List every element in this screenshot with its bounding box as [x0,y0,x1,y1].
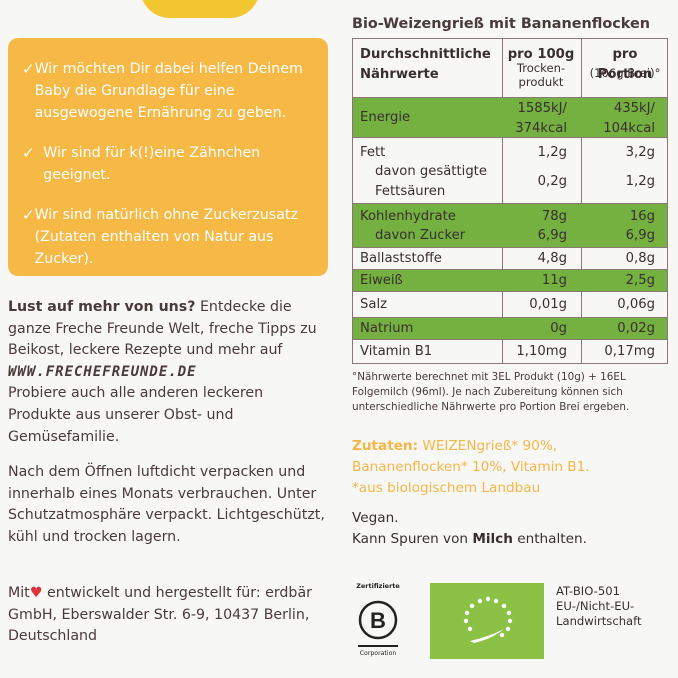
eu-leaf-icon [430,583,544,659]
table-row-energy: Energie 1585kJ/374kcal 435kJ/104kcal [353,97,667,137]
header-per-100g-sub: Trocken-produkt [505,61,577,89]
allergen-pre: Kann Spuren von [352,531,468,547]
nutrition-table: Durchschnittliche Nährwerte pro 100g Troc… [352,38,668,364]
carbs-per-100g: 78g [542,207,567,227]
eu-organic-text: AT-BIO-501 EU-/Nicht-EU- Landwirtschaft [556,584,676,629]
row-label: Natrium [360,319,413,339]
eu-organic-logo [430,583,544,659]
benefit-text: Wir sind für k(!)eine Zähnchen geeignet. [43,142,322,186]
fibre-per-100g: 4,8g [538,249,567,269]
benefit-item: ✓ Wir sind für k(!)eine Zähnchen geeigne… [22,142,322,186]
salt-per-100g: 0,01g [529,295,567,315]
table-row-fibre: Ballaststoffe 4,8g 0,8g [353,247,667,269]
row-label: Kohlenhydrate [360,207,456,227]
sugar-per-portion: 6,9g [626,226,655,246]
row-label: Salz [360,295,387,315]
allergen-info: Vegan. Kann Spuren von Milch enthalten. [352,508,670,551]
benefit-item: ✓ Wir sind natürlich ohne Zuckerzusatz (… [22,204,322,270]
benefits-list: ✓ Wir möchten Dir dabei helfen Deinem Ba… [22,58,322,288]
benefits-box: ✓ Wir möchten Dir dabei helfen Deinem Ba… [8,38,328,276]
row-label: Vitamin B1 [360,342,432,362]
table-row-carbs: Kohlenhydrate 78g 16g davon Zucker 6,9g … [353,203,667,247]
ingredients-line3: *aus biologischem Landbau [352,480,540,496]
row-label: Energie [360,108,410,128]
top-decoration [140,0,260,18]
protein-per-100g: 11g [542,271,567,291]
made-pre: Mit [8,585,30,601]
sodium-per-portion: 0,02g [617,319,655,339]
fat-per-100g: 1,2g [538,143,567,163]
nutrition-footnote: °Nährwerte berechnet mit 3EL Produkt (10… [352,370,670,414]
storage-instructions: Nach dem Öffnen luftdicht verpacken und … [8,462,328,548]
sodium-per-100g: 0g [550,319,567,339]
ingredients-label: Zutaten: [352,438,418,454]
benefit-text: Wir sind natürlich ohne Zuckerzusatz (Zu… [35,204,322,270]
allergen-milk: Milch [472,531,513,547]
vegan-label: Vegan. [352,510,399,526]
table-row-salt: Salz 0,01g 0,06g [353,291,667,317]
website-link[interactable]: WWW.FRECHEFREUNDE.DE [8,364,197,380]
table-row-vitamin: Vitamin B1 1,10mg 0,17mg [353,339,667,363]
table-row-fat: Fett 1,2g 3,2g davon gesättigte Fettsäure… [353,137,667,203]
ingredients-line2: Bananenflocken* 10%, Vitamin B1. [352,459,590,475]
check-icon: ✓ [22,204,35,270]
bcorp-logo: Zertifizierte B Corporation [350,582,406,660]
manufacturer-info: Mit♥ entwickelt und hergestellt für: erd… [8,583,328,648]
energy-per-100g: 1585kJ/374kcal [515,99,567,139]
promo-heading: Lust auf mehr von uns? [8,299,195,315]
protein-per-portion: 2,5g [626,271,655,291]
ingredients-line1: WEIZENgrieß* 90%, [422,438,557,454]
vitamin-per-portion: 0,17mg [604,342,655,362]
salt-per-portion: 0,06g [617,295,655,315]
ingredients: Zutaten: WEIZENgrieß* 90%, Bananenflocke… [352,436,670,499]
allergen-post: enthalten. [517,531,587,547]
fat-per-portion: 3,2g [626,143,655,163]
saturated-per-100g: 0,2g [538,172,567,192]
table-header: Durchschnittliche Nährwerte pro 100g Troc… [353,39,667,97]
nutrition-title: Bio-Weizengrieß mit Bananenflocken [352,16,650,32]
promo-text: Lust auf mehr von uns? Entdecke die ganz… [8,297,328,448]
heart-icon: ♥ [30,585,43,601]
eu-origin: EU-/Nicht-EU- [556,599,634,613]
energy-per-portion: 435kJ/104kcal [603,99,655,139]
table-row-protein: Eiweiß 11g 2,5g [353,269,667,291]
carbs-per-portion: 16g [630,207,655,227]
vitamin-per-100g: 1,10mg [516,342,567,362]
made-post: entwickelt und hergestellt für: erdbär G… [8,585,312,644]
sugar-per-100g: 6,9g [538,226,567,246]
header-label: Durchschnittliche Nährwerte [360,45,491,85]
row-label: Fett [360,143,385,163]
benefit-item: ✓ Wir möchten Dir dabei helfen Deinem Ba… [22,58,322,124]
row-sublabel: davon gesättigte Fettsäuren [375,162,487,202]
benefit-text: Wir möchten Dir dabei helfen Deinem Baby… [35,58,322,124]
row-label: Eiweiß [360,271,403,291]
promo-body-2: Probiere auch alle anderen leckeren Prod… [8,385,263,444]
row-label: Ballaststoffe [360,249,442,269]
check-icon: ✓ [22,142,43,186]
eu-agriculture: Landwirtschaft [556,614,642,628]
saturated-per-portion: 1,2g [626,172,655,192]
row-sublabel: davon Zucker [375,226,465,246]
bcorp-icon: B [350,582,406,660]
fibre-per-portion: 0,8g [626,249,655,269]
check-icon: ✓ [22,58,35,124]
bcorp-bottom-text: Corporation [350,650,406,657]
eu-code: AT-BIO-501 [556,584,620,598]
bcorp-letter: B [370,608,386,633]
table-row-sodium: Natrium 0g 0,02g [353,317,667,339]
header-per-portion-sub: (106g Brei)° [583,63,667,83]
